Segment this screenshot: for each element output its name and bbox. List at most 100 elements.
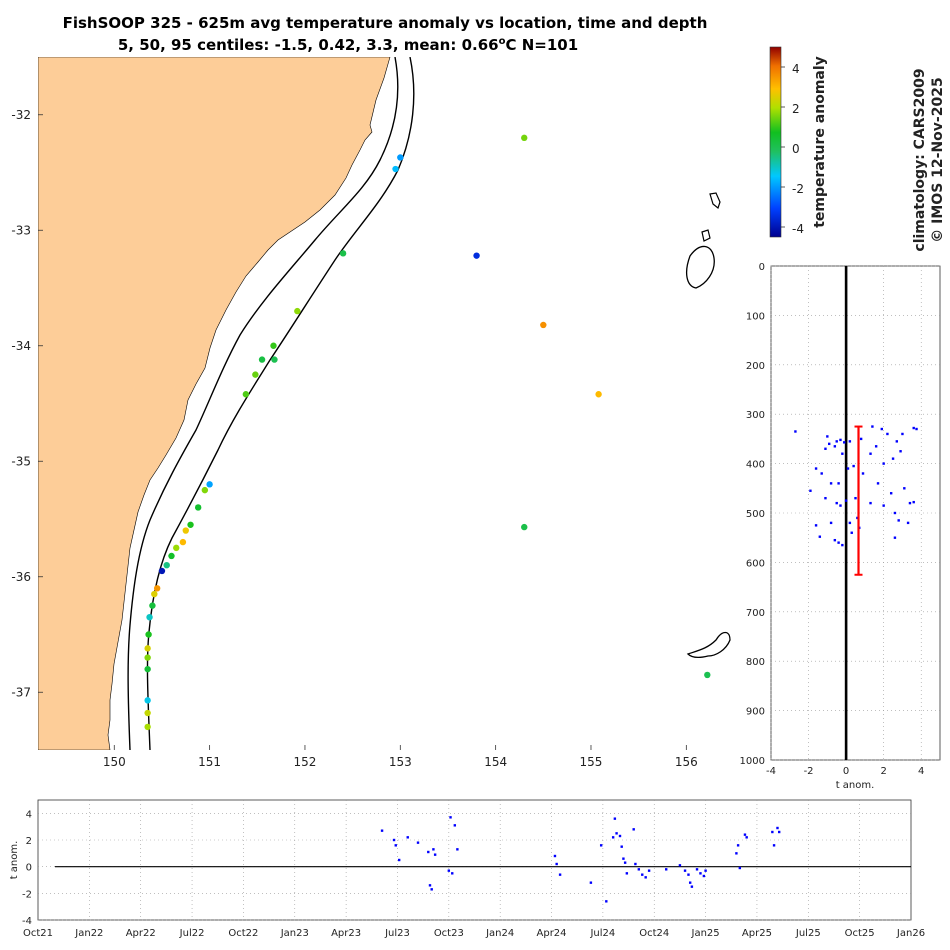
depth-y-tick-label: 900: [746, 707, 765, 718]
map-data-point: [158, 567, 166, 575]
depth-x-tick-label: -4: [766, 766, 776, 777]
depth-data-point: [869, 501, 872, 505]
depth-data-point: [829, 482, 833, 485]
ts-data-point: [637, 868, 641, 871]
map-data-point: [168, 552, 175, 560]
map-data-point: [473, 252, 480, 259]
map-data-point: [339, 250, 347, 257]
depth-data-point: [835, 501, 838, 505]
ts-data-point: [735, 852, 738, 855]
map-data-point: [144, 697, 151, 704]
ts-data-point: [777, 830, 781, 834]
chart-title-line-2: 5, 50, 95 centiles: -1.5, 0.42, 3.3, mea…: [118, 36, 578, 54]
ts-data-point: [738, 866, 742, 870]
ts-x-tick-label: Jan22: [74, 928, 103, 939]
depth-data-point: [861, 472, 865, 475]
ts-x-tick-label: Apr23: [331, 928, 361, 939]
ts-x-tick-label: Jul23: [384, 928, 410, 939]
ts-data-point: [555, 862, 558, 866]
depth-data-point: [841, 452, 844, 455]
map-data-point: [145, 631, 152, 638]
map-data-point: [704, 671, 711, 679]
ts-data-point: [772, 844, 776, 847]
map-data-point: [163, 562, 170, 569]
map-data-point: [521, 134, 528, 142]
map-data-point: [392, 165, 399, 173]
depth-y-tick-label: 400: [746, 460, 765, 471]
depth-x-tick-label: 2: [880, 766, 886, 777]
ts-data-point: [451, 872, 454, 875]
ts-x-tick-label: Jul22: [179, 928, 205, 939]
ts-data-point: [453, 824, 457, 827]
map-data-point: [146, 613, 153, 621]
ts-x-tick-label: Jul24: [589, 928, 615, 939]
map-x-tick-label: 153: [389, 755, 412, 769]
depth-data-point: [876, 482, 880, 485]
map-data-point: [242, 391, 250, 398]
ts-data-point: [430, 888, 433, 891]
depth-data-point: [912, 500, 915, 504]
ts-data-point: [687, 873, 690, 876]
time-series-ylabel: t anom.: [9, 841, 20, 880]
ts-data-point: [622, 857, 625, 860]
depth-x-tick-label: -2: [804, 766, 814, 777]
depth-data-point: [882, 504, 885, 507]
depth-data-point: [843, 441, 846, 444]
ts-data-point: [678, 864, 682, 867]
island-small-outline: [709, 192, 721, 210]
colorbar-tick-label: 4: [792, 62, 800, 76]
ts-data-point: [620, 845, 623, 848]
map-data-point: [252, 371, 259, 378]
ts-y-tick-label: -2: [22, 889, 32, 900]
depth-data-point: [828, 442, 831, 446]
time-series-panel: Oct21 Jan22 Apr22 Jul22 Oct22 Jan23 Apr23 Jul23…: [9, 799, 925, 939]
depth-y-tick-label: 500: [746, 509, 765, 520]
ts-data-point: [647, 869, 651, 872]
ts-data-point: [449, 816, 452, 819]
depth-data-point: [794, 430, 797, 433]
map-data-point: [294, 307, 301, 315]
depth-data-point: [893, 536, 897, 539]
ts-data-point: [688, 881, 692, 884]
ts-y-tick-label: -4: [22, 916, 32, 927]
colorbar-label: temperature anomaly: [812, 56, 828, 228]
map-data-point: [144, 654, 151, 661]
time-series-points: [380, 816, 781, 903]
colorbar-tick-label: 2: [792, 102, 800, 116]
depth-data-point: [848, 521, 852, 525]
ts-data-point: [704, 869, 707, 872]
depth-data-point: [859, 437, 863, 441]
map-data-point: [206, 481, 213, 488]
map-data-point: [540, 321, 547, 329]
ts-x-tick-label: Oct24: [639, 928, 669, 939]
island-medium-outline: [701, 229, 711, 242]
time-series-frame: [37, 799, 912, 921]
depth-data-point: [912, 426, 915, 430]
depth-data-point: [871, 425, 874, 428]
ts-data-point: [397, 858, 401, 862]
map-x-tick-label: 155: [580, 755, 603, 769]
map-data-point: [151, 590, 158, 598]
ts-x-tick-label: Oct25: [845, 928, 875, 939]
ts-data-point: [599, 844, 603, 847]
island-south-outline: [686, 631, 731, 658]
ts-data-point: [644, 876, 647, 879]
depth-data-point: [891, 457, 895, 460]
ts-x-tick-label: Oct21: [23, 928, 53, 939]
map-data-point: [397, 154, 404, 161]
ts-x-tick-label: Apr25: [742, 928, 772, 939]
map-x-tick-label: 156: [675, 755, 698, 769]
colorbar-tick-label: 0: [792, 142, 800, 156]
map-data-point: [179, 538, 187, 546]
ts-data-point: [683, 869, 687, 872]
map-y-tick-label: -33: [11, 223, 31, 237]
map-data-point: [144, 645, 151, 652]
depth-y-tick-label: 600: [746, 558, 765, 569]
depth-data-point: [809, 489, 812, 492]
ts-x-tick-label: Oct22: [228, 928, 258, 939]
ts-x-tick-label: Apr22: [126, 928, 156, 939]
ts-data-point: [745, 836, 748, 839]
depth-data-point: [839, 504, 842, 507]
ts-data-point: [634, 862, 637, 866]
